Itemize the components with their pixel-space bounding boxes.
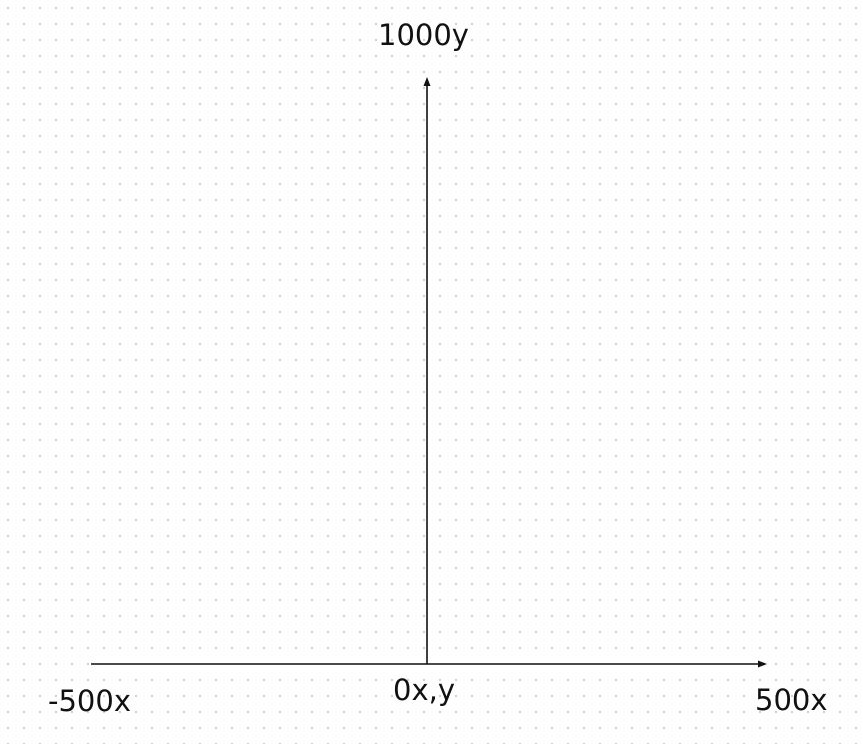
x-axis-arrowhead — [758, 660, 767, 668]
y-axis-arrowhead — [423, 77, 431, 86]
origin-label: 0x,y — [393, 673, 455, 707]
y-max-label: 1000y — [378, 18, 469, 52]
x-min-label: -500x — [48, 684, 131, 718]
x-max-label: 500x — [755, 683, 828, 717]
